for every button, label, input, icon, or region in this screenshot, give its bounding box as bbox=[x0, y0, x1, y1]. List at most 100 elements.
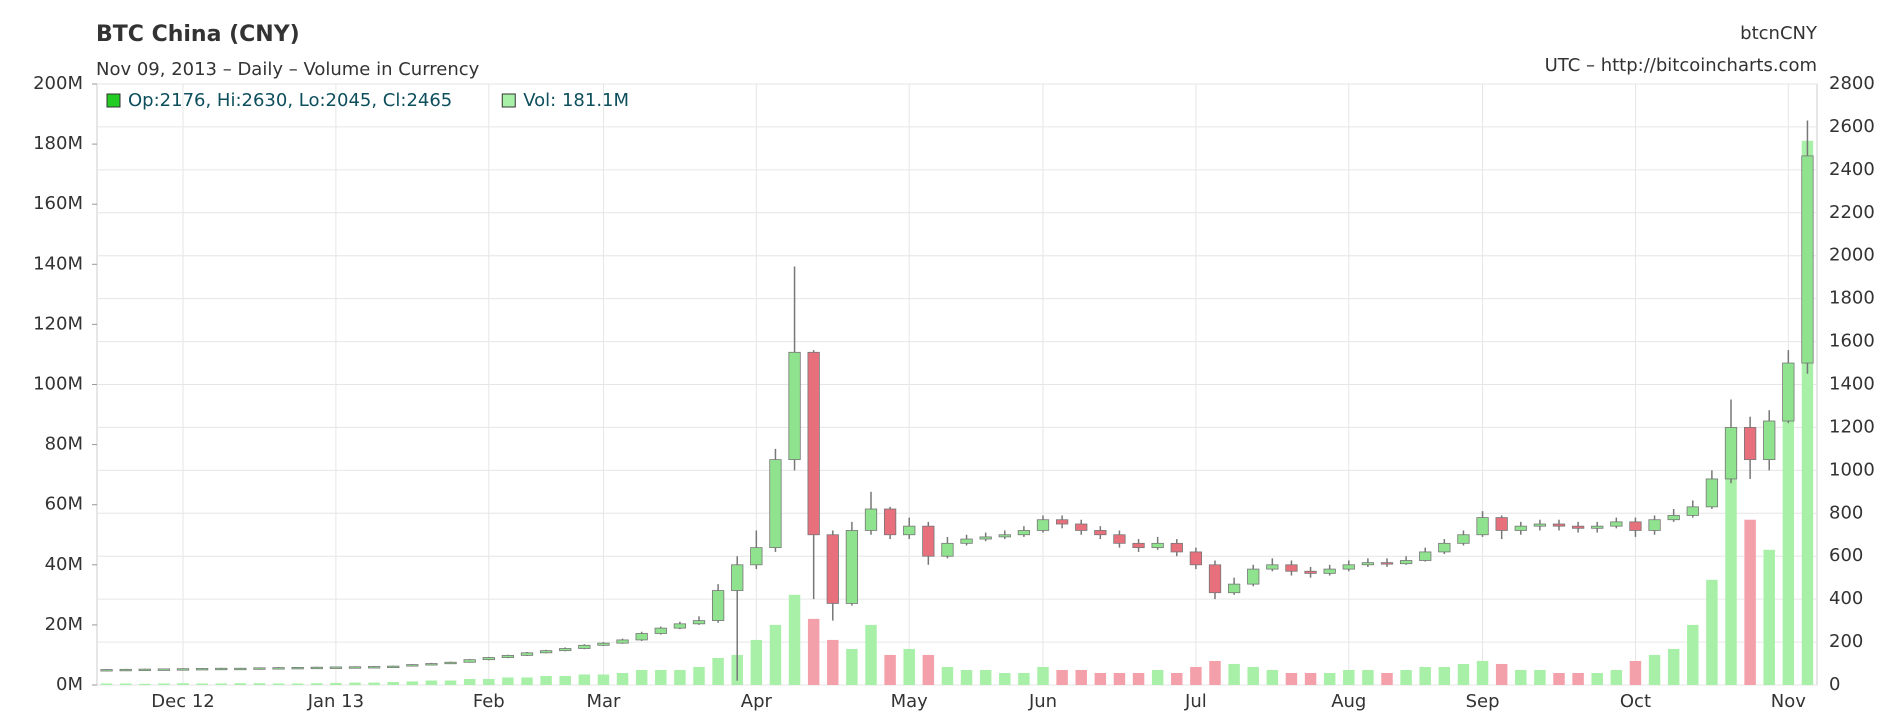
candle-body bbox=[998, 534, 1011, 538]
candle-body bbox=[1552, 523, 1566, 527]
volume-bar bbox=[463, 678, 476, 685]
volume-bar bbox=[655, 669, 667, 685]
symbol: btcnCNY bbox=[1740, 23, 1818, 44]
volume-bar bbox=[1706, 579, 1718, 685]
volume-bar bbox=[1343, 669, 1355, 685]
volume-bar bbox=[712, 657, 724, 685]
volume-bar bbox=[1495, 663, 1508, 685]
candle-body bbox=[1686, 506, 1699, 516]
volume-bar bbox=[1132, 672, 1145, 685]
candle-body bbox=[1208, 564, 1222, 594]
candle-body bbox=[1763, 420, 1776, 461]
x-tick-label: Jan 13 bbox=[307, 691, 364, 712]
volume-bar bbox=[1228, 663, 1240, 685]
volume-bar bbox=[349, 682, 361, 685]
volume-bar bbox=[1782, 414, 1795, 685]
volume-bar bbox=[635, 669, 648, 685]
volume-bar bbox=[425, 680, 438, 685]
candle-body bbox=[501, 654, 515, 658]
y-tick-label: 180M bbox=[33, 133, 83, 154]
volume-bar bbox=[1018, 672, 1030, 685]
y2-tick-label: 400 bbox=[1829, 588, 1863, 609]
candle-body bbox=[1591, 525, 1604, 529]
candle-body bbox=[845, 530, 859, 604]
volume-bar bbox=[1304, 672, 1317, 685]
candle-body bbox=[1247, 568, 1260, 585]
candle-body bbox=[960, 538, 973, 544]
candle-body bbox=[425, 663, 438, 666]
candle-body bbox=[1476, 517, 1489, 536]
candle-body bbox=[1514, 525, 1527, 531]
y-tick-label: 200M bbox=[33, 73, 83, 94]
volume-bar bbox=[1553, 672, 1565, 685]
volume-bar bbox=[483, 678, 495, 685]
volume-bar bbox=[1209, 660, 1221, 685]
x-tick-label: Oct bbox=[1620, 691, 1651, 712]
volume-bar bbox=[502, 677, 514, 685]
candle-body bbox=[1399, 560, 1413, 565]
candle-body bbox=[291, 666, 304, 670]
y2-tick-label: 200 bbox=[1829, 631, 1863, 652]
candle-body bbox=[1610, 521, 1623, 527]
candle-body bbox=[559, 648, 572, 652]
volume-bar bbox=[674, 669, 686, 685]
volume-bar bbox=[941, 666, 954, 685]
y2-tick-label: 2200 bbox=[1829, 202, 1875, 223]
volume-bar bbox=[559, 675, 571, 685]
volume-bar bbox=[1419, 666, 1431, 685]
candle-body bbox=[750, 547, 763, 566]
volume-bar bbox=[1151, 669, 1164, 685]
candle-body bbox=[195, 668, 209, 671]
candle-body bbox=[1438, 542, 1451, 553]
candle-body bbox=[597, 642, 610, 646]
volume-bar bbox=[693, 666, 705, 685]
volume-bar bbox=[139, 683, 151, 685]
candle-body bbox=[616, 639, 629, 644]
volume-bar bbox=[1362, 669, 1374, 685]
y-tick-label: 100M bbox=[33, 374, 83, 395]
volume-bar bbox=[1476, 660, 1489, 685]
candle-body bbox=[711, 590, 725, 622]
y2-tick-label: 1600 bbox=[1829, 331, 1875, 352]
volume-bar bbox=[291, 683, 304, 685]
volume-bar bbox=[406, 681, 419, 685]
volume-bar bbox=[979, 669, 992, 685]
x-tick-label: Dec 12 bbox=[151, 691, 214, 712]
volume-bar bbox=[750, 639, 763, 685]
volume-bar bbox=[788, 594, 801, 685]
volume-bar bbox=[272, 683, 285, 685]
candle-body bbox=[138, 668, 151, 672]
candle-body bbox=[807, 351, 820, 536]
chart-title: BTC China (CNY) bbox=[96, 22, 300, 47]
x-tick-label: Aug bbox=[1331, 691, 1366, 712]
candle-body bbox=[463, 659, 476, 663]
candle-body bbox=[1419, 551, 1432, 561]
candle-body bbox=[539, 650, 553, 654]
y-tick-label: 160M bbox=[33, 193, 83, 214]
candle-body bbox=[1151, 542, 1164, 549]
volume-bar bbox=[578, 674, 591, 685]
volume-bar bbox=[1056, 669, 1068, 685]
volume-bar bbox=[387, 681, 399, 685]
candle-body bbox=[1113, 534, 1126, 544]
candle-body bbox=[1189, 551, 1203, 566]
candle-body bbox=[329, 666, 343, 669]
candle-body bbox=[654, 627, 667, 634]
y2-tick-label: 0 bbox=[1829, 674, 1840, 695]
y-tick-label: 120M bbox=[33, 313, 83, 334]
candle-body bbox=[635, 633, 648, 641]
y2-tick-label: 1800 bbox=[1829, 288, 1875, 309]
y2-tick-label: 2800 bbox=[1829, 73, 1875, 94]
candle-body bbox=[176, 668, 190, 671]
candle-body bbox=[1285, 564, 1298, 572]
candle-body bbox=[1533, 523, 1547, 527]
legend-swatch bbox=[106, 93, 121, 108]
candle-body bbox=[1380, 562, 1394, 565]
candle-body bbox=[1648, 519, 1661, 531]
candle-body bbox=[826, 534, 839, 604]
volume-bar bbox=[1171, 672, 1183, 685]
candle-body bbox=[310, 666, 323, 670]
volume-bar bbox=[1266, 669, 1279, 685]
volume-bar bbox=[1190, 666, 1202, 685]
